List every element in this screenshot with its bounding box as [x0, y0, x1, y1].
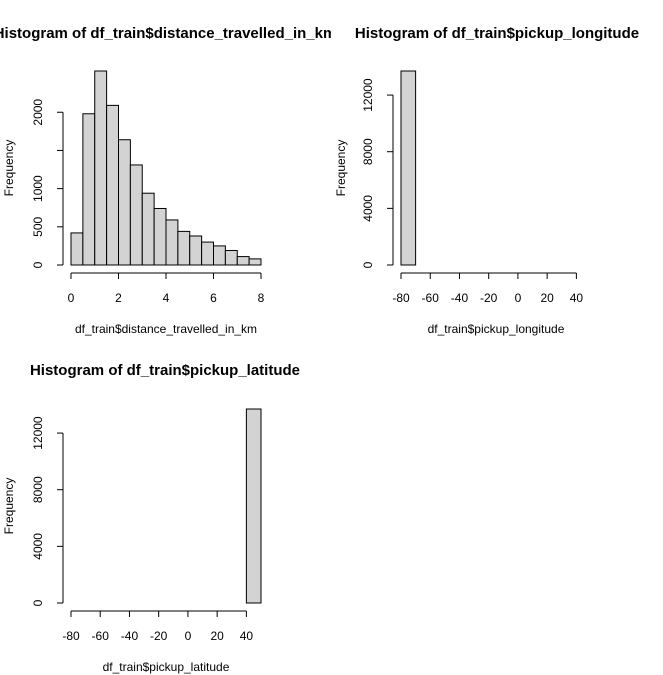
- y-tick-label: 8000: [31, 476, 45, 503]
- histogram-bar: [106, 104, 119, 266]
- histogram-bar: [189, 235, 203, 266]
- x-tick-label: 6: [210, 291, 217, 305]
- x-tick-label: 20: [540, 291, 554, 305]
- y-tick-label: 0: [361, 261, 375, 268]
- x-tick-label: -60: [92, 629, 110, 643]
- y-tick-label: 12000: [31, 416, 45, 450]
- y-axis-label: Frequency: [2, 478, 16, 535]
- y-tick-label: 12000: [361, 78, 375, 112]
- x-tick-label: 4: [163, 291, 170, 305]
- histogram-bar: [224, 249, 238, 266]
- y-axis-label: Frequency: [334, 140, 348, 197]
- y-axis-label: Frequency: [2, 140, 16, 197]
- x-tick-label: -80: [392, 291, 410, 305]
- histogram-bar: [213, 245, 226, 266]
- x-tick-label: -20: [480, 291, 498, 305]
- histogram-bar: [141, 192, 155, 266]
- histogram-bar: [248, 258, 262, 266]
- histogram-panel-3: Histogram of df_train$pickup_latitude -80…: [2, 362, 300, 674]
- y-tick-label: 500: [31, 216, 45, 236]
- x-tick-label: -80: [62, 629, 80, 643]
- histogram-bar: [236, 256, 250, 266]
- x-tick-label: 0: [68, 291, 75, 305]
- x-tick-label: -20: [150, 629, 168, 643]
- y-tick-label: 8000: [361, 138, 375, 165]
- x-tick-label: 2: [115, 291, 122, 305]
- x-tick-label: -40: [451, 291, 469, 305]
- histogram-panel-1: Histogram of df_train$distance_travelled…: [0, 25, 336, 336]
- y-tick-label: 0: [31, 261, 45, 268]
- x-tick-label: 0: [185, 629, 192, 643]
- histogram-bar: [400, 70, 417, 266]
- x-axis-label: df_train$pickup_longitude: [428, 322, 565, 336]
- x-tick-label: 40: [570, 291, 584, 305]
- histogram-bar: [94, 70, 108, 266]
- x-axis-label: df_train$pickup_latitude: [103, 660, 230, 674]
- x-tick-label: 8: [258, 291, 265, 305]
- histogram-bar: [118, 139, 131, 266]
- histogram-bar: [177, 230, 191, 266]
- x-axis-label: df_train$distance_travelled_in_km: [75, 322, 257, 336]
- histogram-bar: [201, 241, 214, 266]
- chart-title: Histogram of df_train$pickup_longitude: [355, 25, 639, 42]
- x-tick-label: 20: [210, 629, 224, 643]
- x-tick-label: -60: [422, 291, 440, 305]
- x-tick-label: 40: [240, 629, 254, 643]
- histogram-bar: [70, 232, 84, 266]
- x-tick-label: 0: [515, 291, 522, 305]
- y-tick-label: 4000: [31, 533, 45, 560]
- chart-title: Histogram of df_train$pickup_latitude: [30, 362, 300, 379]
- histogram-bar: [82, 113, 96, 266]
- y-tick-label: 2000: [31, 99, 45, 126]
- y-tick-label: 1000: [31, 175, 45, 202]
- histogram-bar: [165, 219, 179, 266]
- x-tick-label: -40: [121, 629, 139, 643]
- histogram-bar: [129, 164, 143, 266]
- histogram-bar: [153, 207, 167, 266]
- y-tick-label: 4000: [361, 195, 375, 222]
- histogram-panel-2: Histogram of df_train$pickup_longitude -8…: [334, 25, 639, 336]
- histogram-bar: [245, 408, 262, 604]
- chart-title: Histogram of df_train$distance_travelled…: [0, 25, 336, 42]
- y-tick-label: 0: [31, 599, 45, 606]
